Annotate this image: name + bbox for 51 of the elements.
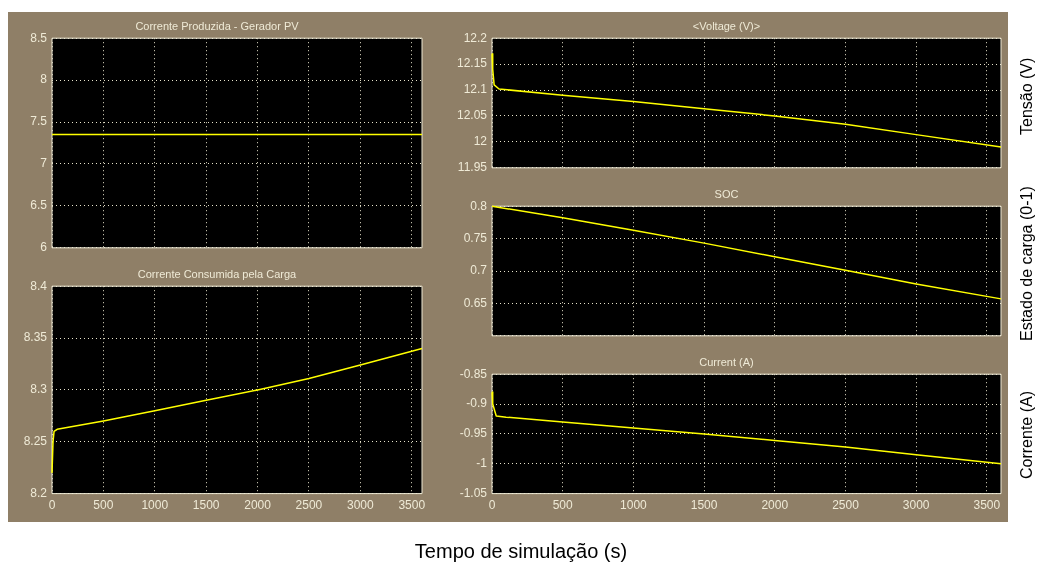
- x-tick-label: 3000: [346, 498, 374, 513]
- y-tick-label: 0.65: [463, 295, 488, 310]
- x-tick-label: 2500: [295, 498, 323, 513]
- chart-title: <Voltage (V)>: [692, 19, 761, 32]
- y-tick-label: 11.95: [457, 160, 488, 175]
- y-tick-label: -0.95: [459, 426, 488, 441]
- y-tick-label: 7.5: [30, 114, 48, 129]
- x-tick-label: 3500: [973, 498, 1001, 513]
- y-tick-label: 0.75: [463, 230, 488, 245]
- chart-title: SOC: [714, 187, 739, 200]
- x-tick-label: 3500: [398, 498, 426, 513]
- y-tick-label: 12.05: [456, 108, 488, 123]
- y-tick-label: -1: [476, 456, 488, 471]
- y-tick-label: 8: [40, 72, 48, 87]
- y-tick-label: 8.4: [30, 278, 48, 293]
- y-tick-label: -1.05: [459, 485, 488, 500]
- x-axis-title: Tempo de simulação (s): [413, 540, 629, 563]
- y-tick-label: 8.35: [23, 330, 48, 345]
- chart-title: Current (A): [699, 355, 754, 368]
- y-tick-label: 8.2: [30, 485, 48, 500]
- y-axis-title: Corrente (A): [1018, 390, 1036, 481]
- x-tick-label: 3000: [902, 498, 930, 513]
- y-tick-label: 8.5: [30, 30, 48, 45]
- y-tick-label: 12: [473, 134, 488, 149]
- y-tick-label: -0.85: [459, 366, 488, 381]
- x-tick-label: 2000: [244, 498, 272, 513]
- x-tick-label: 1000: [620, 498, 648, 513]
- chart-title: Corrente Produzida - Gerador PV: [135, 19, 300, 32]
- x-tick-label: 0: [488, 498, 496, 513]
- y-axis-title: Tensão (V): [1018, 56, 1036, 137]
- y-tick-label: 0.8: [470, 198, 488, 213]
- y-tick-label: 6.5: [30, 198, 48, 213]
- x-tick-label: 2000: [761, 498, 789, 513]
- x-tick-label: 0: [48, 498, 56, 513]
- y-axis-title: Estado de carga (0-1): [1018, 185, 1036, 344]
- x-tick-label: 1500: [192, 498, 220, 513]
- x-tick-label: 500: [93, 498, 114, 513]
- y-tick-label: 12.1: [463, 82, 488, 97]
- chart-title: Corrente Consumida pela Carga: [137, 267, 298, 280]
- y-tick-label: 12.2: [463, 30, 488, 45]
- y-tick-label: 8.25: [23, 434, 48, 449]
- y-tick-label: 7: [40, 156, 48, 171]
- y-tick-label: 6: [40, 240, 48, 255]
- x-tick-label: 2500: [832, 498, 860, 513]
- y-tick-label: 0.7: [470, 263, 488, 278]
- y-tick-label: -0.9: [466, 396, 488, 411]
- y-tick-label: 12.15: [456, 56, 488, 71]
- x-tick-label: 1500: [690, 498, 718, 513]
- y-tick-label: 8.3: [30, 382, 48, 397]
- x-tick-label: 1000: [141, 498, 169, 513]
- x-tick-label: 500: [552, 498, 574, 513]
